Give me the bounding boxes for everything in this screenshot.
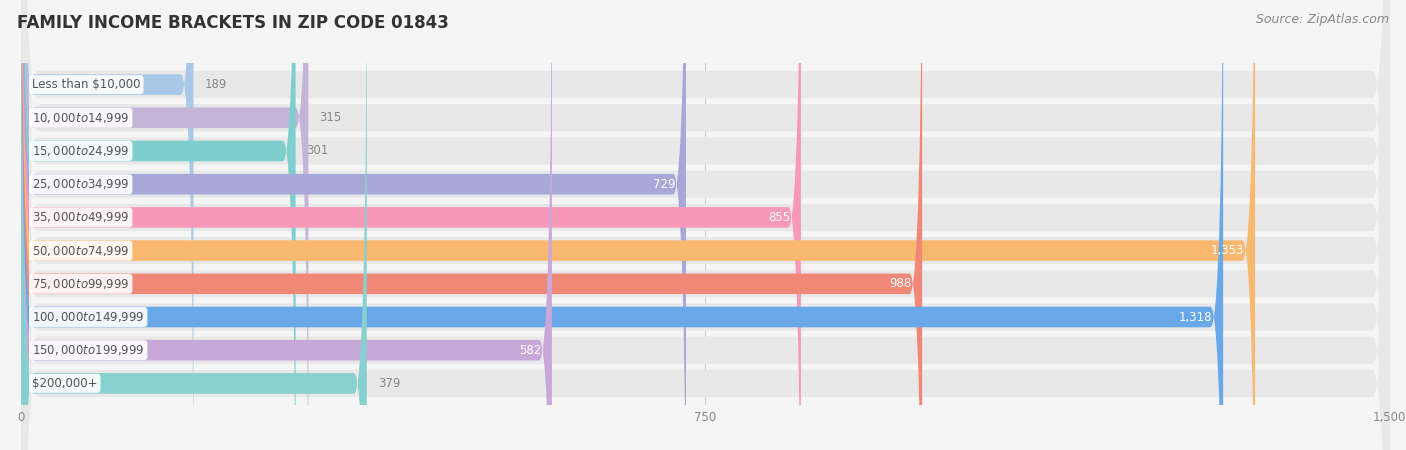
Text: $100,000 to $149,999: $100,000 to $149,999 — [32, 310, 145, 324]
Text: 1,353: 1,353 — [1211, 244, 1244, 257]
Text: 855: 855 — [768, 211, 790, 224]
Text: $50,000 to $74,999: $50,000 to $74,999 — [32, 243, 129, 257]
Text: $25,000 to $34,999: $25,000 to $34,999 — [32, 177, 129, 191]
Text: 729: 729 — [652, 178, 675, 191]
Text: FAMILY INCOME BRACKETS IN ZIP CODE 01843: FAMILY INCOME BRACKETS IN ZIP CODE 01843 — [17, 14, 449, 32]
Text: 1,318: 1,318 — [1178, 310, 1212, 324]
Text: $200,000+: $200,000+ — [32, 377, 97, 390]
Text: $10,000 to $14,999: $10,000 to $14,999 — [32, 111, 129, 125]
FancyBboxPatch shape — [21, 0, 1389, 450]
Text: 379: 379 — [378, 377, 401, 390]
Text: $150,000 to $199,999: $150,000 to $199,999 — [32, 343, 145, 357]
FancyBboxPatch shape — [21, 0, 308, 450]
Text: 189: 189 — [204, 78, 226, 91]
Text: Less than $10,000: Less than $10,000 — [32, 78, 141, 91]
Text: 315: 315 — [319, 111, 342, 124]
Text: $75,000 to $99,999: $75,000 to $99,999 — [32, 277, 129, 291]
FancyBboxPatch shape — [21, 0, 367, 450]
FancyBboxPatch shape — [21, 0, 1389, 450]
Text: $35,000 to $49,999: $35,000 to $49,999 — [32, 211, 129, 225]
FancyBboxPatch shape — [21, 0, 1389, 450]
Text: Source: ZipAtlas.com: Source: ZipAtlas.com — [1256, 14, 1389, 27]
Text: 988: 988 — [889, 277, 911, 290]
FancyBboxPatch shape — [21, 0, 686, 450]
FancyBboxPatch shape — [21, 0, 1389, 450]
Text: 582: 582 — [519, 344, 541, 357]
FancyBboxPatch shape — [21, 0, 1389, 450]
FancyBboxPatch shape — [21, 0, 295, 450]
Text: 301: 301 — [307, 144, 329, 158]
FancyBboxPatch shape — [21, 0, 1389, 450]
FancyBboxPatch shape — [21, 0, 1389, 450]
FancyBboxPatch shape — [21, 0, 553, 450]
Text: $15,000 to $24,999: $15,000 to $24,999 — [32, 144, 129, 158]
FancyBboxPatch shape — [21, 0, 1223, 450]
FancyBboxPatch shape — [21, 0, 1256, 450]
FancyBboxPatch shape — [21, 0, 801, 450]
FancyBboxPatch shape — [21, 0, 1389, 450]
FancyBboxPatch shape — [21, 0, 194, 450]
FancyBboxPatch shape — [21, 0, 922, 450]
FancyBboxPatch shape — [21, 0, 1389, 450]
FancyBboxPatch shape — [21, 0, 1389, 450]
